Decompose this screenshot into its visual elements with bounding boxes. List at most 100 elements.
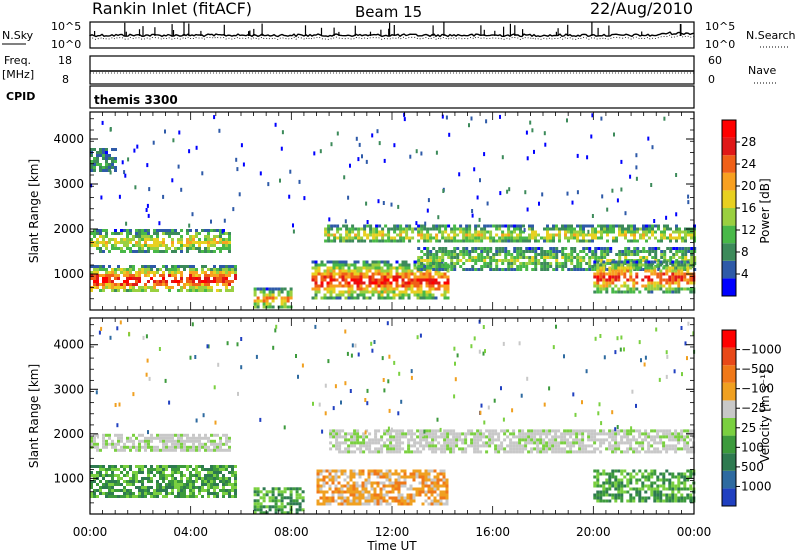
range-gate-cell [99, 241, 102, 244]
range-gate-cell [298, 487, 302, 491]
range-gate-cell [343, 484, 347, 488]
range-gate-cell [341, 272, 345, 276]
range-gate-cell [416, 275, 420, 279]
range-gate-cell [114, 442, 117, 446]
range-gate-cell [626, 490, 630, 494]
range-gate-cell [626, 478, 630, 482]
range-gate-cell [406, 475, 410, 479]
range-gate-cell [331, 469, 335, 473]
range-gate-cell [350, 275, 354, 279]
range-gate-cell [671, 493, 675, 497]
range-gate-cell [129, 268, 132, 271]
range-gate-cell [371, 281, 375, 285]
range-gate-cell [326, 281, 330, 285]
range-gate-cell [265, 493, 269, 497]
range-gate-cell [501, 239, 505, 243]
range-gate-cell [183, 442, 186, 446]
range-gate-cell [256, 487, 260, 491]
range-gate-cell [198, 283, 201, 286]
range-gate-cell [165, 448, 168, 452]
range-gate-cell [225, 448, 228, 452]
range-gate-cell [295, 508, 299, 512]
range-gate-cell [635, 272, 639, 276]
range-gate-cell [379, 481, 383, 485]
range-gate-cell [504, 253, 508, 256]
scatter-cell [237, 391, 239, 396]
range-gate-cell [159, 474, 162, 477]
range-gate-cell [527, 432, 531, 436]
range-gate-cell [660, 250, 664, 253]
colorbar-swatch [722, 453, 736, 471]
range-gate-cell [364, 490, 368, 494]
range-gate-cell [117, 436, 120, 440]
range-gate-cell [569, 450, 573, 454]
range-gate-cell [608, 481, 612, 485]
range-gate-cell [337, 481, 341, 485]
range-gate-cell [573, 268, 577, 271]
range-gate-cell [412, 493, 416, 497]
range-gate-cell [648, 247, 652, 250]
range-gate-cell [386, 260, 390, 264]
range-gate-cell [415, 472, 419, 476]
range-gate-cell [650, 435, 654, 439]
range-gate-cell [234, 274, 237, 277]
range-gate-cell [138, 439, 141, 443]
range-gate-cell [268, 296, 272, 300]
range-gate-cell [207, 283, 210, 286]
range-gate-cell [361, 469, 365, 473]
range-gate-cell [225, 289, 228, 292]
range-gate-cell [596, 287, 600, 291]
range-gate-cell [335, 441, 339, 445]
range-gate-cell [162, 474, 165, 477]
range-gate-cell [153, 238, 156, 241]
range-gate-cell [421, 484, 425, 488]
range-gate-cell [659, 438, 663, 442]
range-gate-cell [570, 224, 573, 228]
range-gate-cell [289, 496, 293, 500]
range-gate-cell [332, 435, 336, 439]
range-gate-cell [465, 236, 469, 240]
range-gate-cell [431, 284, 435, 288]
range-gate-cell [572, 444, 576, 448]
range-gate-cell [564, 259, 568, 262]
range-gate-cell [210, 448, 213, 452]
range-gate-cell [192, 468, 195, 471]
range-gate-cell [471, 250, 475, 253]
range-gate-cell [656, 447, 660, 451]
range-gate-cell [153, 448, 156, 452]
range-gate-cell [602, 287, 606, 291]
range-gate-cell [111, 442, 114, 446]
range-gate-cell [389, 275, 393, 279]
range-gate-cell [126, 268, 129, 271]
range-gate-cell [635, 487, 639, 491]
range-gate-cell [126, 244, 129, 247]
range-gate-cell [638, 435, 642, 439]
scatter-cell [235, 157, 238, 162]
range-gate-cell [129, 229, 132, 232]
range-gate-cell [207, 448, 210, 452]
scatter-cell [386, 321, 389, 326]
range-gate-cell [422, 272, 426, 276]
range-gate-cell [198, 489, 201, 492]
range-gate-cell [213, 241, 216, 244]
range-gate-cell [635, 429, 639, 433]
range-gate-cell [686, 450, 690, 454]
range-gate-cell [611, 278, 615, 282]
range-gate-cell [398, 447, 402, 451]
range-gate-cell [630, 239, 633, 243]
range-gate-cell [341, 266, 345, 270]
range-gate-cell [380, 290, 384, 294]
range-gate-cell [358, 493, 362, 497]
range-gate-cell [413, 293, 417, 297]
range-gate-cell [368, 275, 372, 279]
range-gate-cell [253, 299, 257, 303]
range-gate-cell [422, 447, 426, 451]
range-gate-cell [129, 247, 132, 250]
range-gate-cell [372, 230, 376, 234]
range-gate-cell [647, 260, 651, 264]
scatter-cell [506, 189, 509, 194]
range-gate-cell [429, 250, 433, 253]
range-gate-cell [171, 468, 174, 471]
range-gate-cell [314, 266, 318, 270]
range-gate-cell [222, 241, 225, 244]
